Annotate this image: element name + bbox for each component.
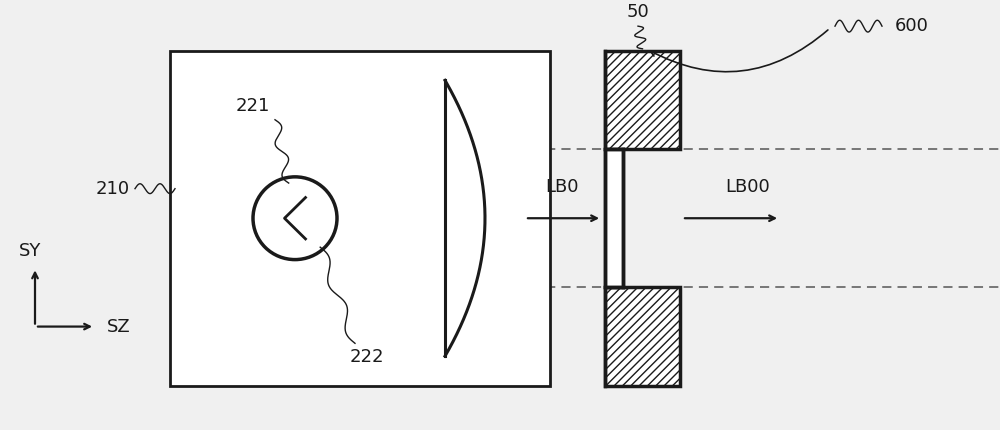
Bar — [605, 287, 680, 386]
Bar — [605, 51, 680, 149]
Text: 210: 210 — [96, 180, 130, 198]
Text: 50: 50 — [627, 3, 649, 21]
Text: 222: 222 — [350, 348, 384, 366]
Bar — [170, 51, 550, 386]
Text: 221: 221 — [236, 97, 270, 115]
Bar — [605, 149, 623, 287]
Text: SY: SY — [19, 242, 41, 260]
Polygon shape — [445, 80, 485, 356]
Bar — [605, 51, 680, 149]
Text: LB0: LB0 — [545, 178, 578, 196]
Bar — [605, 287, 680, 386]
Text: LB00: LB00 — [725, 178, 770, 196]
Text: SZ: SZ — [107, 318, 131, 335]
Text: 600: 600 — [895, 17, 929, 35]
